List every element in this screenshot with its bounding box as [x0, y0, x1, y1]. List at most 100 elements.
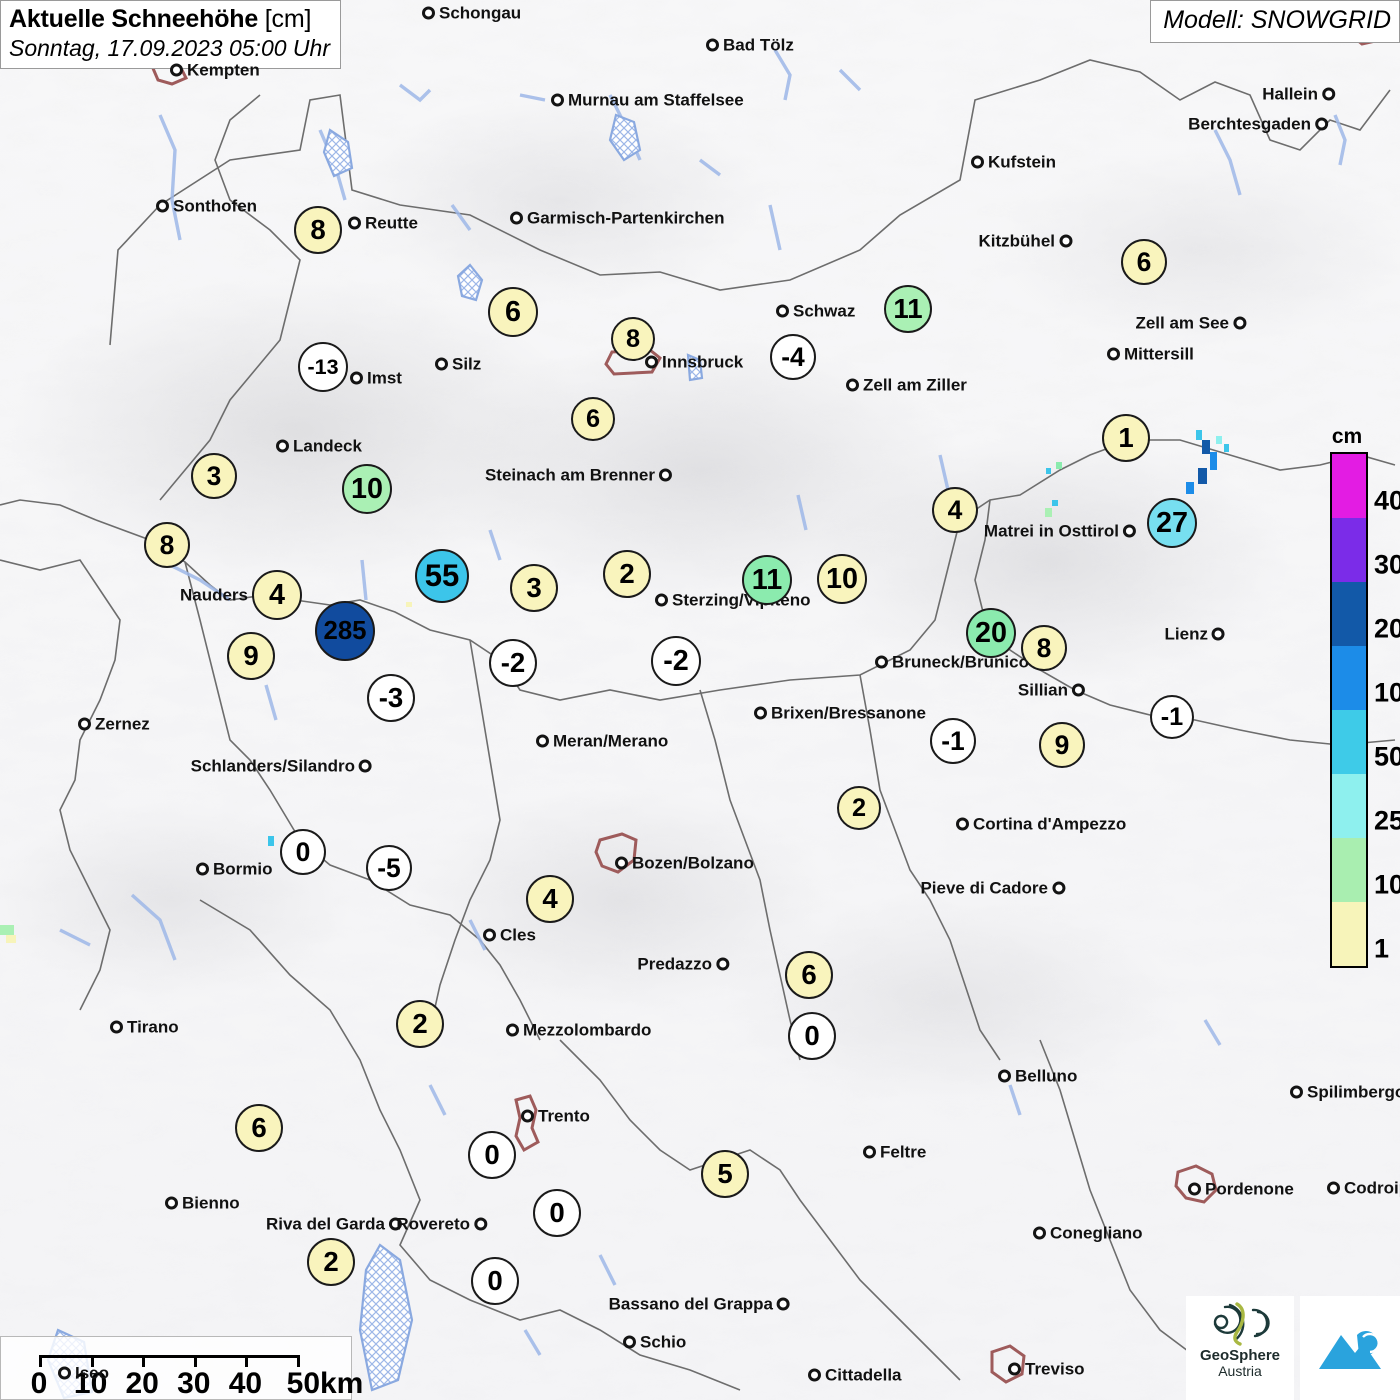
- station-value-marker[interactable]: 8: [611, 317, 655, 361]
- station-value-marker[interactable]: 0: [280, 829, 326, 875]
- legend-unit-label: cm: [1331, 425, 1363, 448]
- city-marker: Conegliano: [1033, 1225, 1143, 1242]
- city-label: Bruneck/Brunico: [892, 652, 1029, 672]
- city-dot-icon: [971, 155, 984, 169]
- station-value-marker[interactable]: 8: [294, 206, 342, 254]
- city-dot-icon: [1315, 117, 1328, 131]
- city-marker: Kempten: [170, 62, 260, 79]
- station-value-marker[interactable]: 0: [471, 1257, 519, 1305]
- station-value-marker[interactable]: -2: [651, 636, 701, 686]
- city-marker: Treviso: [1008, 1361, 1085, 1378]
- station-value-marker[interactable]: -1: [930, 718, 976, 764]
- city-dot-icon: [276, 439, 289, 453]
- city-marker: Schio: [623, 1334, 686, 1351]
- station-value-marker[interactable]: 2: [307, 1238, 355, 1286]
- city-dot-icon: [348, 216, 361, 230]
- station-value-marker[interactable]: 8: [1021, 625, 1067, 671]
- city-label: Mittersill: [1124, 344, 1194, 364]
- station-value-marker[interactable]: 4: [252, 570, 302, 620]
- city-label: Bormio: [213, 859, 273, 879]
- city-dot-icon: [510, 211, 523, 225]
- station-value-marker[interactable]: 1: [1102, 414, 1150, 462]
- station-value-marker[interactable]: 27: [1147, 498, 1197, 548]
- station-value-marker[interactable]: 6: [235, 1104, 283, 1152]
- station-value-marker[interactable]: 4: [932, 487, 978, 533]
- city-dot-icon: [389, 1217, 402, 1231]
- city-marker: Zell am See: [1135, 315, 1246, 332]
- city-marker: Bassano del Grappa: [609, 1296, 790, 1313]
- city-dot-icon: [1188, 1182, 1201, 1196]
- station-value-marker[interactable]: 11: [742, 555, 792, 605]
- station-value-marker[interactable]: 8: [144, 522, 190, 568]
- station-value-marker[interactable]: 0: [788, 1012, 836, 1060]
- station-value-marker[interactable]: 6: [488, 287, 538, 337]
- city-label: Pieve di Cadore: [920, 878, 1048, 898]
- station-value-marker[interactable]: -3: [367, 674, 415, 722]
- scale-bar-tick: [193, 1355, 197, 1367]
- city-marker: Hallein: [1262, 86, 1335, 103]
- city-label: Riva del Garda: [265, 1214, 385, 1234]
- legend-band: 200: [1332, 582, 1400, 646]
- station-value-marker[interactable]: 4: [526, 875, 574, 923]
- city-dot-icon: [110, 1020, 123, 1034]
- station-value-marker[interactable]: 6: [785, 951, 833, 999]
- station-value-marker[interactable]: 11: [884, 285, 932, 333]
- station-value-marker[interactable]: 6: [1121, 239, 1167, 285]
- station-value-marker[interactable]: 10: [817, 554, 867, 604]
- city-label: Spilimbergo: [1307, 1082, 1400, 1102]
- city-dot-icon: [875, 655, 888, 669]
- city-dot-icon: [359, 759, 372, 773]
- color-legend: cm 400 300 200 100 50 25 10 1: [1330, 425, 1400, 968]
- station-value-marker[interactable]: 5: [701, 1150, 749, 1198]
- city-dot-icon: [659, 468, 672, 482]
- station-value-marker[interactable]: 3: [510, 564, 558, 612]
- station-value-marker[interactable]: 3: [191, 453, 237, 499]
- station-value-marker[interactable]: 0: [468, 1131, 516, 1179]
- city-label: Cles: [500, 925, 536, 945]
- city-label: Brixen/Bressanone: [771, 703, 926, 723]
- station-value-marker[interactable]: 55: [415, 549, 469, 603]
- city-label: Lienz: [1164, 624, 1208, 644]
- station-value-marker[interactable]: -13: [298, 342, 348, 392]
- station-value-marker[interactable]: 0: [533, 1189, 581, 1237]
- city-marker: Sillian: [1018, 682, 1085, 699]
- station-value-marker[interactable]: -2: [489, 639, 537, 687]
- city-label: Reutte: [365, 213, 418, 233]
- station-value-marker[interactable]: 285: [315, 601, 375, 661]
- city-dot-icon: [655, 593, 668, 607]
- city-marker: Feltre: [863, 1144, 926, 1161]
- city-label: Hallein: [1262, 84, 1318, 104]
- city-marker: Codroipo: [1327, 1180, 1400, 1197]
- legend-color-bar: 400 300 200 100 50 25 10 1: [1330, 452, 1400, 968]
- city-dot-icon: [483, 928, 496, 942]
- station-value-marker[interactable]: 2: [396, 1000, 444, 1048]
- city-marker: Schongau: [422, 5, 521, 22]
- city-label: Schongau: [439, 3, 522, 23]
- scale-bar-tick: [39, 1355, 42, 1367]
- station-value-marker[interactable]: 9: [1039, 722, 1085, 768]
- mountain-cloud-logo: [1300, 1296, 1400, 1400]
- station-value-marker[interactable]: 10: [342, 464, 392, 514]
- station-value-marker[interactable]: 2: [603, 550, 651, 598]
- station-value-marker[interactable]: -5: [366, 845, 412, 891]
- city-marker: Zell am Ziller: [846, 377, 967, 394]
- city-marker: Zernez: [78, 716, 150, 733]
- station-value-marker[interactable]: 6: [571, 397, 615, 441]
- city-label: Iseo: [75, 1363, 110, 1383]
- station-value-marker[interactable]: -1: [1150, 695, 1194, 739]
- city-dot-icon: [474, 1217, 487, 1231]
- station-value-marker[interactable]: 9: [227, 632, 275, 680]
- city-dot-icon: [506, 1023, 519, 1037]
- city-dot-icon: [1008, 1362, 1021, 1376]
- station-value-marker[interactable]: 20: [966, 608, 1016, 658]
- city-dot-icon: [706, 38, 719, 52]
- title-timestamp: Sonntag, 17.09.2023 05:00 Uhr: [9, 35, 330, 61]
- city-label: Cittadella: [825, 1365, 902, 1385]
- city-label: Predazzo: [637, 954, 712, 974]
- city-label: Zell am See: [1135, 313, 1229, 333]
- station-value-marker[interactable]: -4: [770, 334, 816, 380]
- city-marker: Garmisch-Partenkirchen: [510, 210, 724, 227]
- legend-band: 400: [1332, 454, 1400, 518]
- station-value-marker[interactable]: 2: [837, 786, 881, 830]
